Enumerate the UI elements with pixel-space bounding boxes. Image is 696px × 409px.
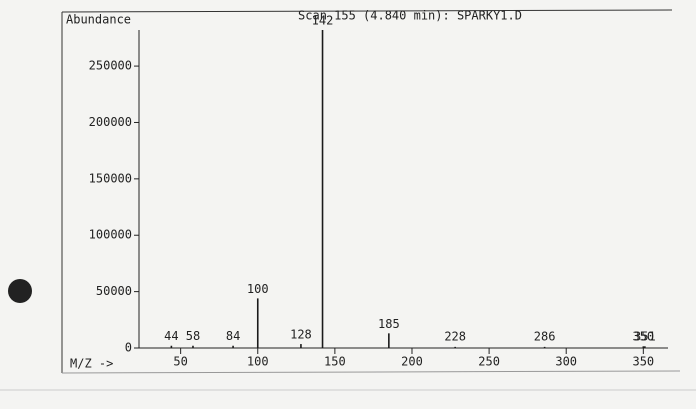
x-tick-label: 100 — [247, 355, 269, 369]
y-tick-label: 0 — [125, 341, 132, 355]
x-tick-label: 150 — [324, 355, 346, 369]
peak-label: 128 — [290, 328, 312, 342]
frame-top — [61, 9, 673, 13]
peak-label: 286 — [534, 330, 556, 344]
y-tick-label: 150000 — [89, 171, 132, 185]
frame-bottom — [61, 370, 681, 374]
punch-hole — [8, 279, 32, 303]
x-axis-label: M/Z -> — [70, 357, 113, 371]
peak-label: 44 — [164, 329, 178, 343]
peak-label: 350 — [632, 330, 654, 344]
peak-label: 142 — [312, 14, 334, 28]
peak-label: 185 — [378, 317, 400, 331]
peak-label: 228 — [444, 330, 466, 344]
peak-label: 100 — [247, 282, 269, 296]
y-tick-label: 100000 — [89, 228, 132, 242]
x-tick-label: 250 — [478, 355, 500, 369]
peak-label: 84 — [226, 329, 240, 343]
x-tick-label: 300 — [555, 355, 577, 369]
y-tick-label: 250000 — [89, 59, 132, 73]
x-tick-label: 350 — [632, 355, 654, 369]
x-tick-label: 50 — [173, 355, 187, 369]
y-tick-label: 50000 — [96, 284, 132, 298]
y-axis-label: Abundance — [66, 13, 131, 27]
x-tick-label: 200 — [401, 355, 423, 369]
peak-label: 351 — [634, 330, 656, 344]
chart-title: Scan 155 (4.840 min): SPARKY1.D — [298, 9, 522, 23]
peak-label: 58 — [186, 329, 200, 343]
y-tick-label: 200000 — [89, 115, 132, 129]
